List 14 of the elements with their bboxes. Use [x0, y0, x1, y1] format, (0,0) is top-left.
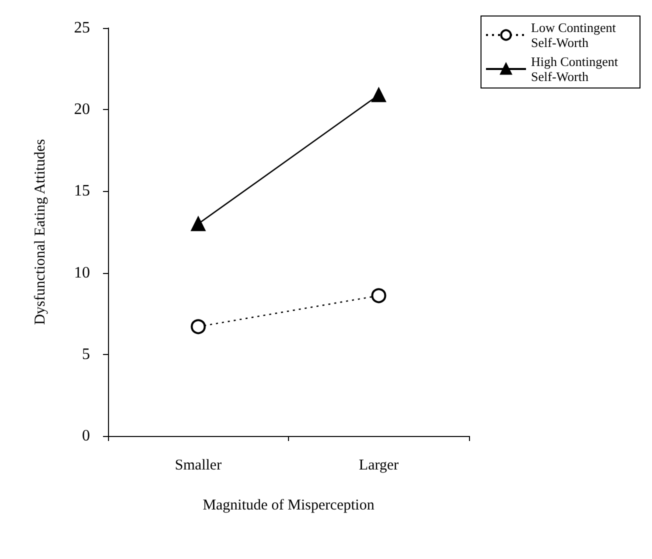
point	[190, 319, 206, 334]
y-tick-label: 25	[74, 20, 90, 36]
point	[371, 288, 386, 304]
y-axis-title: Dysfunctional Eating Attitudes	[32, 138, 48, 325]
y-tick-label: 0	[82, 428, 90, 444]
y-tick-label: 5	[82, 346, 90, 363]
x-axis-title: Magnitude of Misperception	[202, 498, 375, 514]
legend-label: Low Contingent Self-Worth	[531, 20, 620, 50]
y-tick-label: 15	[74, 182, 90, 200]
y-tick-label: 10	[74, 264, 90, 282]
legend-label: High Contingent Self-Worth	[531, 54, 622, 84]
x-tick-label: Larger	[358, 458, 399, 474]
y-tick-label: 20	[74, 101, 90, 118]
x-tick-label: Smaller	[174, 458, 222, 474]
